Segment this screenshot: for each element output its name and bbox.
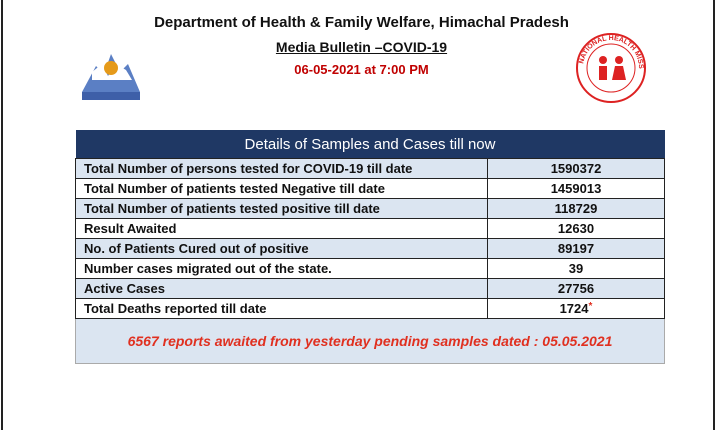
footer-note: 6567 reports awaited from yesterday pend… (75, 318, 665, 364)
row-value: 39 (487, 258, 665, 279)
deaths-marker: * (588, 301, 593, 312)
row-value: 12630 (487, 218, 665, 239)
table-row: Result Awaited 12630 (75, 218, 665, 239)
row-label: Total Number of patients tested positive… (75, 198, 488, 219)
row-label: Total Deaths reported till date (75, 298, 488, 319)
bulletin-title: Media Bulletin –COVID-19 (275, 39, 448, 55)
row-value: 1590372 (487, 158, 665, 179)
hp-govt-logo (82, 54, 140, 100)
cases-table: Details of Samples and Cases till now To… (75, 130, 665, 364)
row-label: Number cases migrated out of the state. (75, 258, 488, 279)
dept-title: Department of Health & Family Welfare, H… (154, 14, 569, 31)
row-value: 1459013 (487, 178, 665, 199)
row-label: No. of Patients Cured out of positive (75, 238, 488, 259)
row-value: 27756 (487, 278, 665, 299)
table-row: Total Number of patients tested Negative… (75, 178, 665, 199)
table-row: Total Number of persons tested for COVID… (75, 158, 665, 179)
row-value: 118729 (487, 198, 665, 219)
row-label: Total Number of patients tested Negative… (75, 178, 488, 199)
table-title: Details of Samples and Cases till now (75, 130, 665, 159)
bulletin-date: 06-05-2021 at 7:00 PM (294, 62, 429, 77)
footer-row: 6567 reports awaited from yesterday pend… (75, 318, 665, 364)
row-label: Active Cases (75, 278, 488, 299)
row-value: 1724* (487, 298, 665, 319)
row-label: Result Awaited (75, 218, 488, 239)
table-row: No. of Patients Cured out of positive 891… (75, 238, 665, 259)
table-row: Total Deaths reported till date 1724* (75, 298, 665, 319)
table-row: Number cases migrated out of the state. 3… (75, 258, 665, 279)
row-value: 89197 (487, 238, 665, 259)
table-row: Active Cases 27756 (75, 278, 665, 299)
nhm-logo: NATIONAL HEALTH MISSION (575, 32, 646, 103)
table-row: Total Number of patients tested positive… (75, 198, 665, 219)
row-label: Total Number of persons tested for COVID… (75, 158, 488, 179)
